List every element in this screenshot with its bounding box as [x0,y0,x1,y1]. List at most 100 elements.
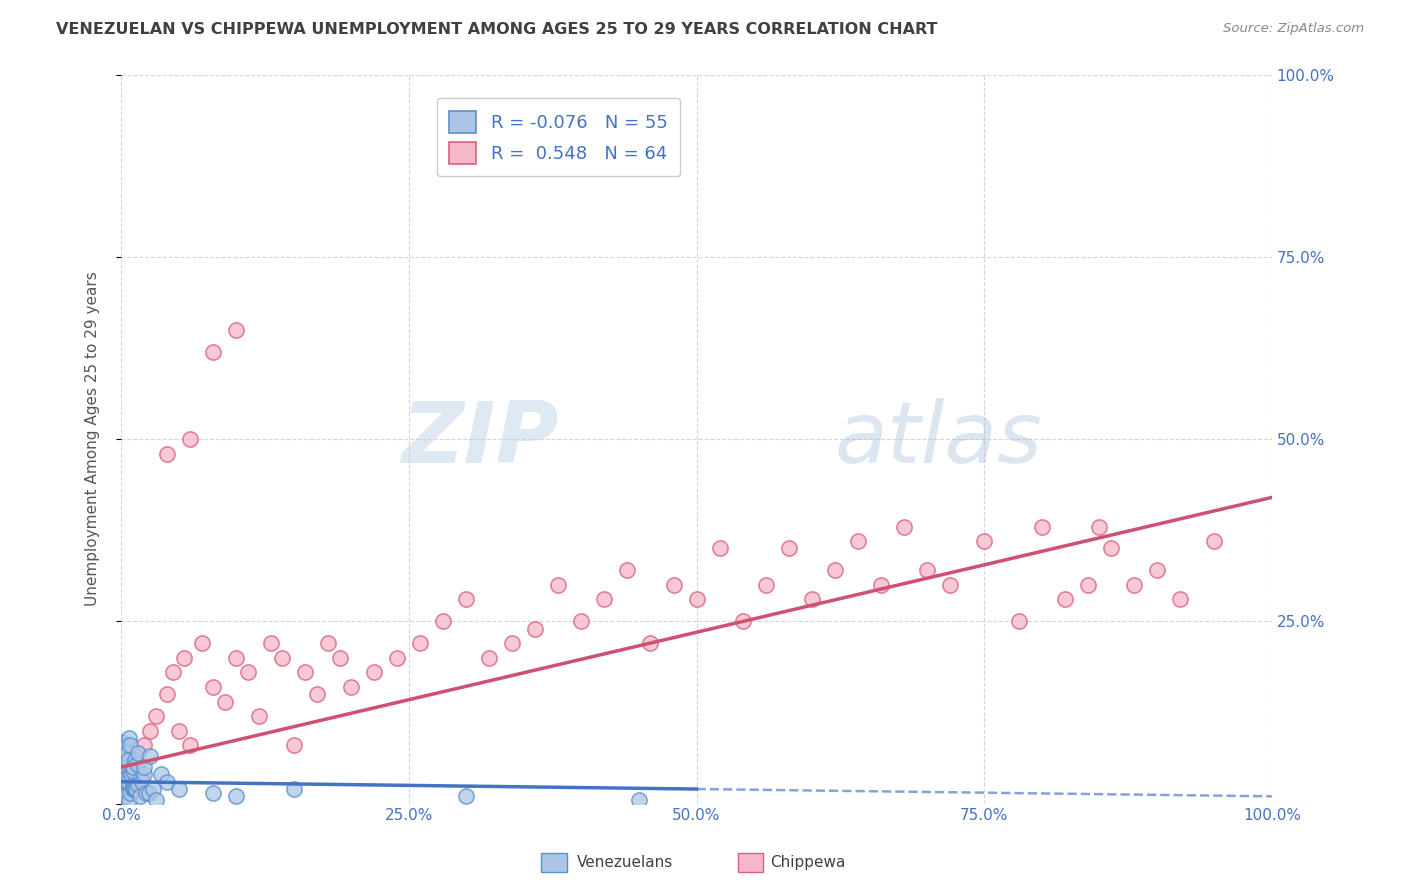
Point [524,622,547,636]
Point [709,541,731,556]
Point [1077,578,1099,592]
Point [139,749,162,764]
Point [478,650,501,665]
Point [115,774,138,789]
Point [129,771,152,785]
Point [121,760,143,774]
Point [110,739,132,753]
Point [202,786,225,800]
Point [731,615,754,629]
Text: atlas: atlas [835,398,1043,481]
Point [1204,534,1226,549]
Point [134,767,156,781]
Point [134,739,156,753]
Point [114,774,136,789]
Point [754,578,776,592]
Point [135,786,157,800]
Point [294,665,316,680]
Point [456,789,478,804]
Point [120,786,142,800]
Point [409,636,432,650]
Point [118,793,141,807]
Point [156,687,179,701]
Point [114,749,136,764]
Point [121,778,143,792]
Point [115,746,138,760]
Point [115,771,138,785]
Point [145,709,167,723]
Point [363,665,385,680]
Point [112,742,135,756]
Point [115,760,138,774]
Point [571,615,593,629]
Point [112,767,135,781]
Point [124,782,146,797]
Point [179,432,201,446]
Text: Chippewa: Chippewa [770,855,846,870]
Point [1008,615,1031,629]
Point [120,764,142,778]
Point [167,723,190,738]
Point [800,592,823,607]
Point [150,767,173,781]
Point [247,709,270,723]
Point [1031,519,1053,533]
Point [173,650,195,665]
Point [142,782,165,797]
Point [305,687,328,701]
Point [778,541,800,556]
Text: ZIP: ZIP [401,398,558,481]
Point [114,739,136,753]
Point [640,636,662,650]
Point [121,767,143,781]
Point [593,592,616,607]
Point [1146,563,1168,577]
Point [114,789,136,804]
Point [111,734,134,748]
Legend: R = -0.076   N = 55, R =  0.548   N = 64: R = -0.076 N = 55, R = 0.548 N = 64 [437,98,681,177]
Point [685,592,707,607]
Point [156,774,179,789]
Point [627,793,650,807]
Point [1099,541,1122,556]
Point [121,782,143,797]
Y-axis label: Unemployment Among Ages 25 to 29 years: Unemployment Among Ages 25 to 29 years [86,272,100,607]
Point [121,764,143,778]
Point [127,778,149,792]
Point [915,563,938,577]
Point [1168,592,1191,607]
Point [1053,592,1076,607]
Point [190,636,212,650]
Point [824,563,846,577]
Point [127,756,149,771]
Point [167,782,190,797]
Point [340,680,363,694]
Point [662,578,685,592]
Point [547,578,569,592]
Point [121,760,143,774]
Text: VENEZUELAN VS CHIPPEWA UNEMPLOYMENT AMONG AGES 25 TO 29 YEARS CORRELATION CHART: VENEZUELAN VS CHIPPEWA UNEMPLOYMENT AMON… [56,22,938,37]
Point [271,650,294,665]
Point [316,636,339,650]
Point [128,789,150,804]
Point [124,753,146,767]
Point [110,782,132,797]
Point [236,665,259,680]
Point [179,739,201,753]
Point [139,723,162,738]
Point [117,753,139,767]
Point [214,694,236,708]
Point [329,650,352,665]
Point [110,746,132,760]
Point [1088,519,1111,533]
Point [283,782,305,797]
Point [616,563,638,577]
Point [202,680,225,694]
Point [846,534,869,549]
Point [432,615,454,629]
Text: Venezuelans: Venezuelans [576,855,672,870]
Point [118,731,141,745]
Point [131,774,153,789]
Point [120,739,142,753]
Point [283,739,305,753]
